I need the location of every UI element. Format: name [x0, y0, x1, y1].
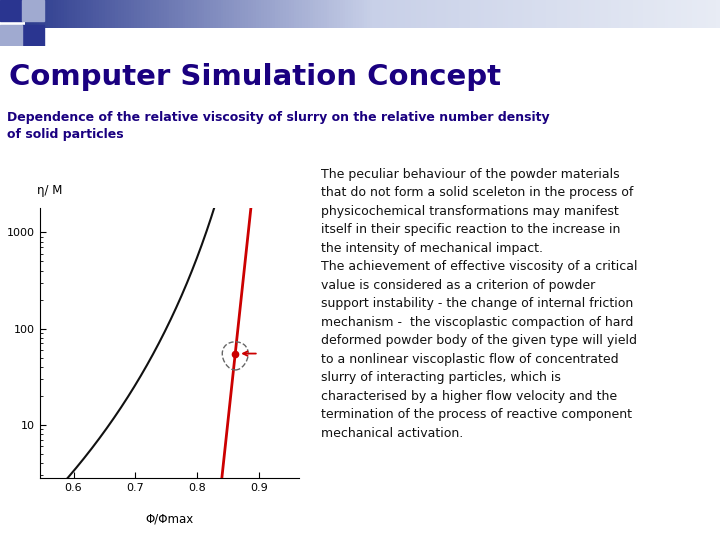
Text: Dependence of the relative viscosity of slurry on the relative number density
of: Dependence of the relative viscosity of …	[6, 111, 549, 141]
Bar	[22, 25, 45, 46]
Bar	[22, 0, 45, 21]
Text: η/ M: η/ M	[37, 184, 63, 197]
Bar	[0, 0, 22, 21]
Text: Φ/Φmax: Φ/Φmax	[145, 513, 194, 526]
Bar	[0, 25, 22, 46]
Text: The peculiar behaviour of the powder materials
that do not form a solid sceleton: The peculiar behaviour of the powder mat…	[321, 168, 637, 440]
Text: Computer Simulation Concept: Computer Simulation Concept	[9, 63, 500, 91]
